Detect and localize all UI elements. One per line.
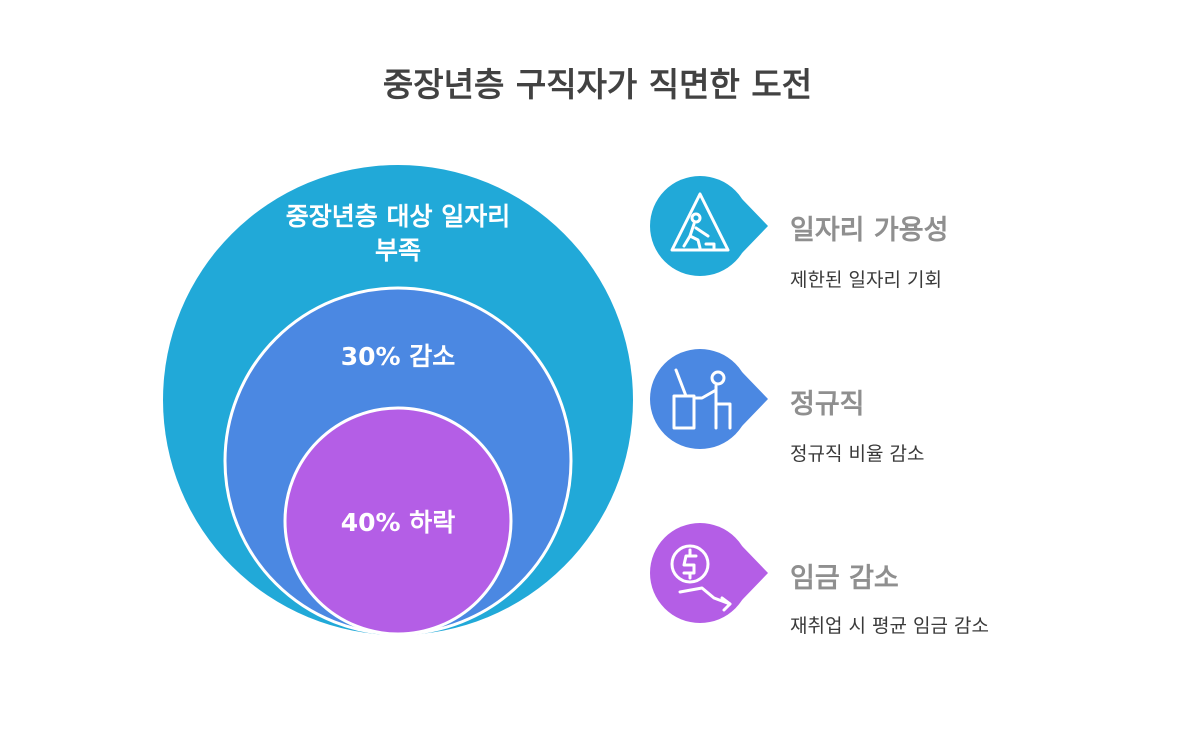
- bubble-permanent-job: [650, 349, 768, 449]
- inner-circle: [283, 406, 513, 636]
- item-title-permanent-job: 정규직: [790, 389, 865, 420]
- diagram-title: 중장년층 구직자가 직면한 도전: [382, 65, 813, 104]
- person-at-desk-icon: [672, 368, 732, 430]
- item-title-job-availability: 일자리 가용성: [790, 215, 949, 246]
- item-desc-permanent-job: 정규직 비율 감소: [790, 443, 925, 465]
- middle-circle-label: 30% 감소: [340, 342, 456, 371]
- dollar-down-arrow-icon: [670, 544, 732, 612]
- item-title-wage-decrease: 임금 감소: [790, 563, 899, 594]
- bubble-job-availability: [650, 176, 768, 276]
- inner-circle-label: 40% 하락: [340, 508, 456, 537]
- bubble-wage-decrease: [650, 523, 768, 623]
- item-desc-wage-decrease: 재취업 시 평균 임금 감소: [790, 615, 989, 637]
- construction-warning-icon: [670, 192, 730, 252]
- outer-circle-label: 중장년층 대상 일자리 부족: [285, 202, 511, 265]
- item-desc-job-availability: 제한된 일자리 기회: [790, 269, 942, 291]
